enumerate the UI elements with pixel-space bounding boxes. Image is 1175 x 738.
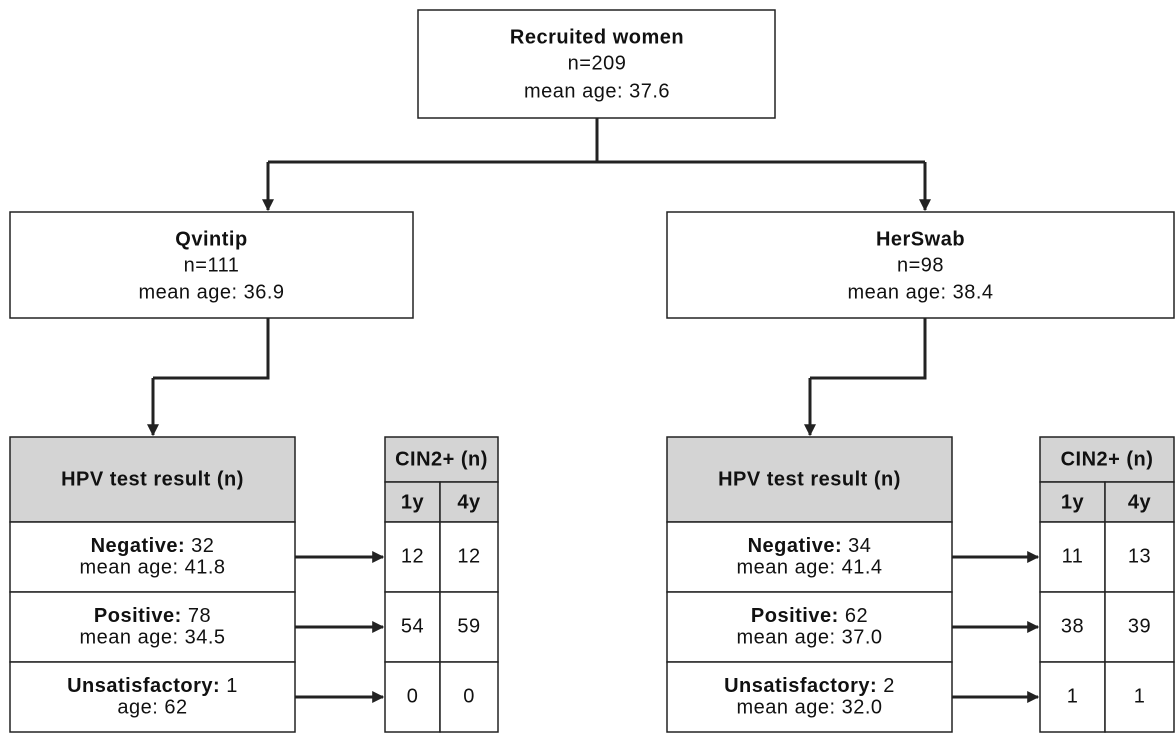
cin-value: 11 <box>1062 545 1084 567</box>
cin-cell <box>439 521 499 593</box>
cin-value: 0 <box>463 685 475 707</box>
cin-value: 1 <box>1067 685 1079 707</box>
connector <box>153 318 270 380</box>
cin-col-text: 1y <box>1061 491 1085 513</box>
top-title: Recruited women <box>510 26 684 48</box>
connector <box>268 118 925 164</box>
result-age: mean age: 41.4 <box>737 556 883 578</box>
result-count: 62 <box>845 605 868 627</box>
table-header <box>9 436 296 523</box>
cin-cell <box>1039 591 1106 663</box>
cin-value: 12 <box>457 545 480 567</box>
result-line: Negative: 32 <box>91 535 215 557</box>
cin-col-text: 1y <box>401 491 425 513</box>
group-title: HerSwab <box>876 228 965 250</box>
result-count: 1 <box>226 675 238 697</box>
connector <box>810 318 927 380</box>
cin-value: 12 <box>401 545 424 567</box>
cin-cell <box>384 591 441 663</box>
group-n: n=98 <box>897 254 944 276</box>
result-age: mean age: 37.0 <box>737 626 883 648</box>
group-age: mean age: 38.4 <box>848 281 994 303</box>
result-count: 32 <box>191 535 214 557</box>
result-row <box>666 521 953 593</box>
result-age: mean age: 32.0 <box>737 696 883 718</box>
cin-cell <box>1104 591 1175 663</box>
result-age: mean age: 41.8 <box>80 556 226 578</box>
result-count: 78 <box>188 605 211 627</box>
group-age: mean age: 36.9 <box>139 281 285 303</box>
group-box <box>9 211 414 319</box>
result-line: Unsatisfactory: 1 <box>67 675 238 697</box>
result-label: Unsatisfactory: <box>67 675 220 697</box>
result-line: Positive: 62 <box>751 605 868 627</box>
group-n: n=111 <box>184 254 240 276</box>
group-box <box>666 211 1175 319</box>
result-label: Positive: <box>94 605 182 627</box>
result-age: age: 62 <box>117 696 187 718</box>
cin-value: 0 <box>407 685 419 707</box>
cin-col-text: 4y <box>457 491 481 513</box>
top-n: n=209 <box>568 52 627 74</box>
cin-value: 59 <box>457 615 480 637</box>
table-header-text: HPV test result (n) <box>61 468 244 490</box>
cin-value: 38 <box>1061 615 1084 637</box>
cin-value: 1 <box>1134 685 1146 707</box>
cin-col-header <box>1039 481 1106 523</box>
result-label: Negative: <box>91 535 186 557</box>
result-row <box>9 521 296 593</box>
result-label: Negative: <box>748 535 843 557</box>
result-count: 2 <box>883 675 895 697</box>
cin-cell <box>1104 661 1175 733</box>
result-line: Positive: 78 <box>94 605 211 627</box>
cin-col-text: 4y <box>1128 491 1152 513</box>
cin-cell <box>1104 521 1175 593</box>
result-row <box>9 661 296 733</box>
group-title: Qvintip <box>175 228 247 250</box>
cin-value: 54 <box>401 615 424 637</box>
cin-value: 39 <box>1128 615 1151 637</box>
result-count: 34 <box>848 535 871 557</box>
result-label: Unsatisfactory: <box>724 675 877 697</box>
table-header <box>666 436 953 523</box>
cin-header-text: CIN2+ (n) <box>1061 448 1154 470</box>
cin-cell <box>439 591 499 663</box>
table-header-text: HPV test result (n) <box>718 468 901 490</box>
top-box <box>417 9 776 119</box>
cin-cell <box>1039 661 1106 733</box>
cin-cell <box>384 661 441 733</box>
result-line: Negative: 34 <box>748 535 872 557</box>
result-line: Unsatisfactory: 2 <box>724 675 895 697</box>
cin-header <box>1039 436 1175 483</box>
cin-value: 13 <box>1128 545 1151 567</box>
result-row <box>9 591 296 663</box>
cin-header-text: CIN2+ (n) <box>395 448 488 470</box>
result-label: Positive: <box>751 605 839 627</box>
result-row <box>666 661 953 733</box>
top-age: mean age: 37.6 <box>524 80 670 102</box>
result-age: mean age: 34.5 <box>80 626 226 648</box>
cin-cell <box>439 661 499 733</box>
